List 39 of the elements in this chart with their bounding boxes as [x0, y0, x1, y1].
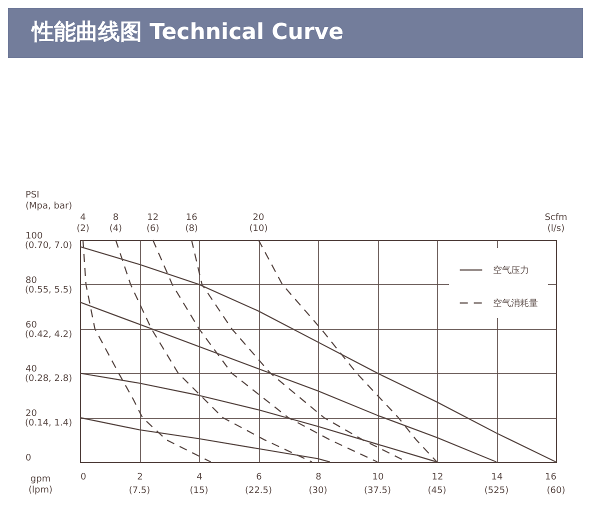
annotation: 16 (8)	[185, 213, 198, 234]
x-axis-title: gpm (lpm)	[28, 474, 53, 496]
x-tick-label: 12	[432, 472, 444, 482]
x-tick-label: 4	[196, 472, 203, 482]
text: (37.5)	[364, 486, 392, 496]
text: (0.28, 2.8)	[25, 374, 72, 384]
y-tick-label: 100	[26, 232, 43, 242]
chart-title: 性能曲线图 Technical Curve	[8, 8, 583, 58]
y-tick-label: 80	[26, 276, 38, 286]
x-tick-label: 16	[545, 472, 557, 482]
text: Scfm (l/s)	[544, 213, 568, 234]
y-tick-label: 20	[26, 409, 38, 420]
x-tick-label: 10	[372, 472, 384, 482]
annotation: 12 (6)	[146, 213, 160, 234]
y-tick-label: 40	[26, 364, 38, 375]
x-tick-label: 2	[137, 472, 143, 482]
x-tick-label: 14	[491, 472, 503, 482]
legend-label: 空气压力	[493, 265, 529, 275]
y-axis-title: PSI (Mpa, bar)	[26, 190, 72, 212]
text: (0.42, 4.2)	[25, 330, 72, 340]
y-tick-label: 0	[26, 454, 32, 464]
text: (45)	[428, 486, 446, 496]
annotation: 8 (4)	[109, 213, 122, 234]
text: (0.70, 7.0)	[25, 241, 72, 251]
annotation: 20 (10)	[249, 213, 268, 234]
text: (0.14, 1.4)	[25, 418, 72, 429]
legend-label: 空气消耗量	[493, 298, 538, 308]
text: (60)	[546, 486, 566, 496]
text: (525)	[484, 486, 509, 496]
text: (0.55, 5.5)	[25, 285, 72, 296]
y-tick-label: 60	[26, 320, 38, 330]
text: (30)	[308, 486, 328, 496]
x-tick-label: 0	[80, 472, 86, 482]
text: (7.5)	[128, 486, 150, 496]
text: (15)	[190, 486, 208, 496]
x-tick-label: 8	[316, 472, 322, 482]
x-tick-label: 6	[256, 472, 262, 482]
annotation: 4 (2)	[76, 213, 90, 234]
text: (22.5)	[244, 486, 272, 496]
